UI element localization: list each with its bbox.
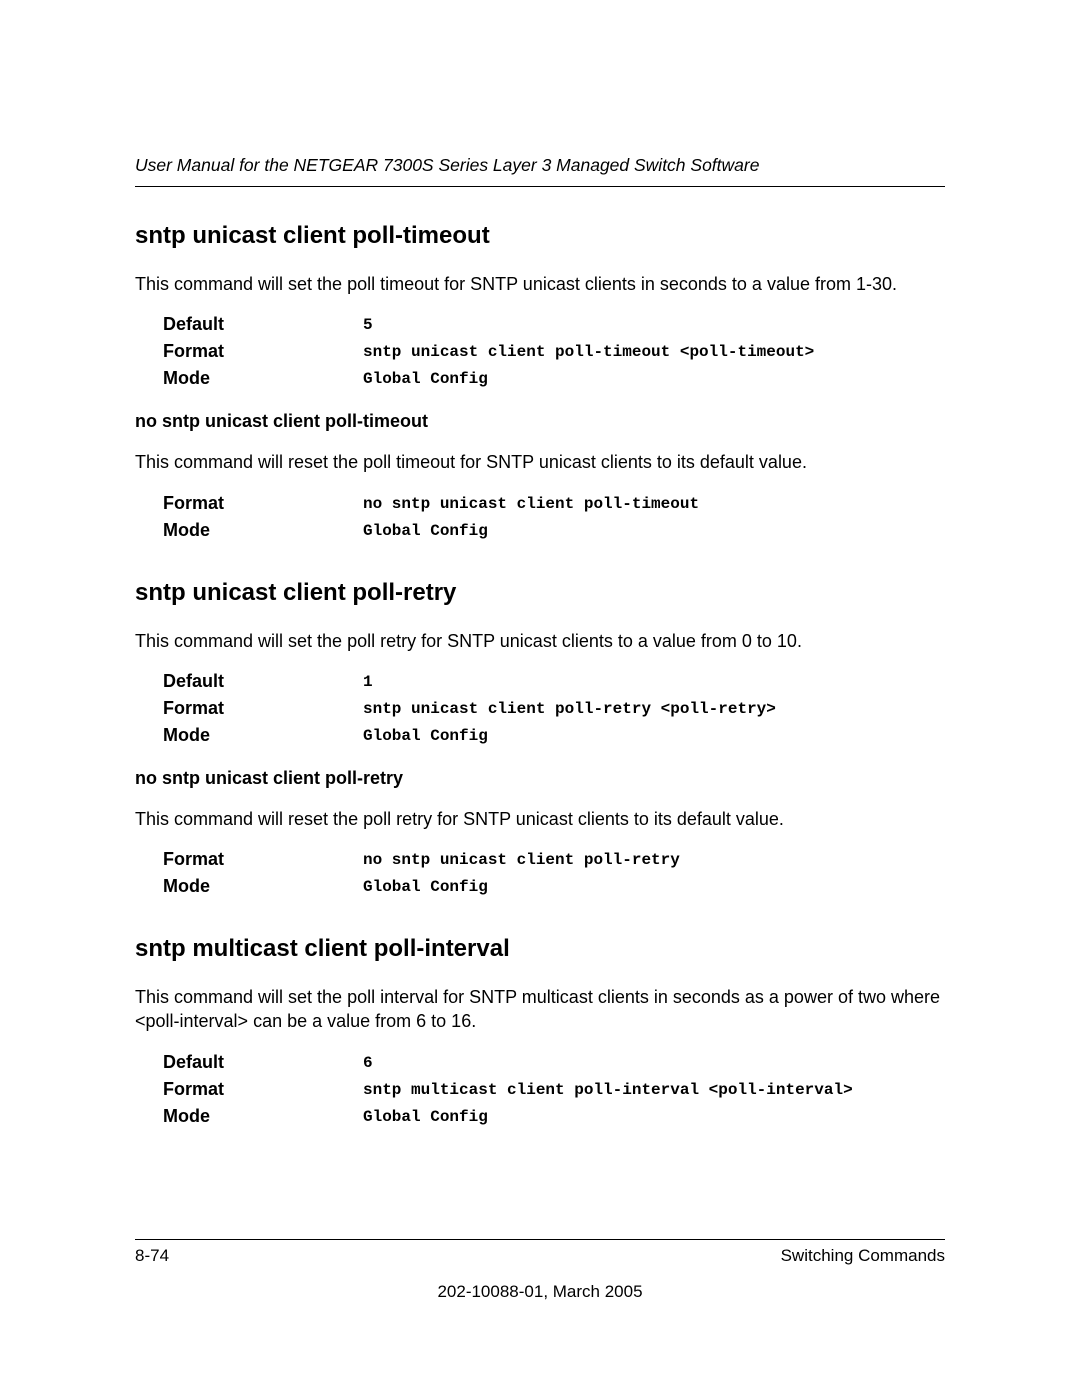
param-row: Format no sntp unicast client poll-timeo… — [163, 493, 945, 514]
param-value: no sntp unicast client poll-retry — [363, 849, 680, 870]
param-row: Mode Global Config — [163, 1106, 945, 1127]
param-value: Global Config — [363, 520, 488, 541]
param-value: Global Config — [363, 876, 488, 897]
section-title: sntp unicast client poll-retry — [135, 579, 945, 607]
param-value: Global Config — [363, 368, 488, 389]
param-value: Global Config — [363, 1106, 488, 1127]
param-list: Format no sntp unicast client poll-timeo… — [163, 493, 945, 541]
section-title: sntp multicast client poll-interval — [135, 935, 945, 963]
param-value: sntp multicast client poll-interval <pol… — [363, 1079, 853, 1100]
chapter-name: Switching Commands — [781, 1246, 945, 1266]
param-list: Default 1 Format sntp unicast client pol… — [163, 671, 945, 746]
param-label: Format — [163, 341, 363, 362]
param-label: Mode — [163, 368, 363, 389]
param-row: Format sntp unicast client poll-timeout … — [163, 341, 945, 362]
section-body: This command will set the poll retry for… — [135, 629, 945, 653]
param-row: Default 1 — [163, 671, 945, 692]
param-list: Default 6 Format sntp multicast client p… — [163, 1052, 945, 1127]
param-value: sntp unicast client poll-retry <poll-ret… — [363, 698, 776, 719]
param-row: Mode Global Config — [163, 876, 945, 897]
param-label: Mode — [163, 1106, 363, 1127]
param-label: Format — [163, 698, 363, 719]
param-value: sntp unicast client poll-timeout <poll-t… — [363, 341, 814, 362]
param-row: Default 6 — [163, 1052, 945, 1073]
page-number: 8-74 — [135, 1246, 169, 1266]
subsection-title: no sntp unicast client poll-retry — [135, 768, 945, 789]
param-label: Default — [163, 1052, 363, 1073]
param-row: Mode Global Config — [163, 368, 945, 389]
param-list: Default 5 Format sntp unicast client pol… — [163, 314, 945, 389]
param-row: Mode Global Config — [163, 725, 945, 746]
param-label: Mode — [163, 725, 363, 746]
doc-info: 202-10088-01, March 2005 — [135, 1282, 945, 1302]
subsection-title: no sntp unicast client poll-timeout — [135, 411, 945, 432]
subsection-body: This command will reset the poll timeout… — [135, 450, 945, 474]
param-value: no sntp unicast client poll-timeout — [363, 493, 699, 514]
param-row: Default 5 — [163, 314, 945, 335]
param-label: Default — [163, 314, 363, 335]
param-value: 5 — [363, 314, 373, 335]
section-body: This command will set the poll interval … — [135, 985, 945, 1034]
param-value: 6 — [363, 1052, 373, 1073]
param-row: Format sntp multicast client poll-interv… — [163, 1079, 945, 1100]
page: User Manual for the NETGEAR 7300S Series… — [0, 0, 1080, 1397]
section-title: sntp unicast client poll-timeout — [135, 222, 945, 250]
param-label: Mode — [163, 876, 363, 897]
param-label: Format — [163, 849, 363, 870]
param-list: Format no sntp unicast client poll-retry… — [163, 849, 945, 897]
page-footer: 8-74 Switching Commands 202-10088-01, Ma… — [135, 1239, 945, 1302]
param-label: Format — [163, 1079, 363, 1100]
param-label: Mode — [163, 520, 363, 541]
running-header: User Manual for the NETGEAR 7300S Series… — [135, 155, 945, 187]
param-row: Format sntp unicast client poll-retry <p… — [163, 698, 945, 719]
param-row: Format no sntp unicast client poll-retry — [163, 849, 945, 870]
section-body: This command will set the poll timeout f… — [135, 272, 945, 296]
subsection-body: This command will reset the poll retry f… — [135, 807, 945, 831]
param-label: Format — [163, 493, 363, 514]
param-value: Global Config — [363, 725, 488, 746]
param-row: Mode Global Config — [163, 520, 945, 541]
param-value: 1 — [363, 671, 373, 692]
param-label: Default — [163, 671, 363, 692]
